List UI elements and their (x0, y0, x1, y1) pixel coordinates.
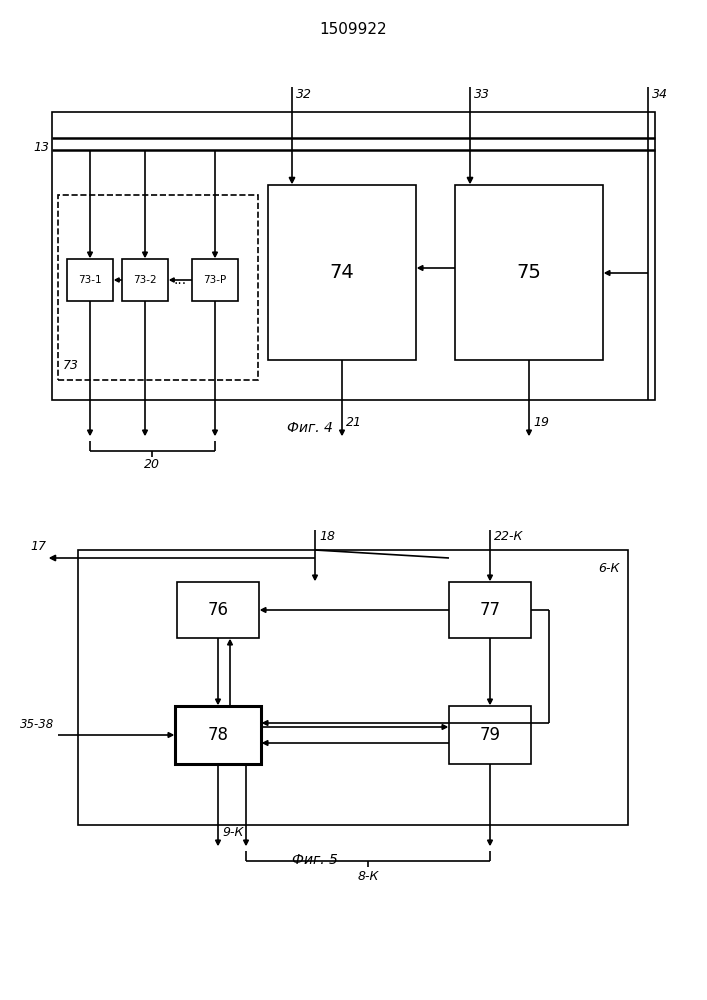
Bar (78, 550, 628, 825)
Polygon shape (50, 555, 56, 561)
Text: Фиг. 5: Фиг. 5 (292, 853, 338, 867)
Polygon shape (168, 733, 173, 737)
Bar (192, 259, 238, 301)
Text: 20: 20 (144, 458, 160, 472)
Polygon shape (143, 430, 148, 435)
Text: 21: 21 (346, 416, 362, 430)
Text: 6-К: 6-К (599, 562, 620, 575)
Text: 18: 18 (319, 530, 335, 542)
Polygon shape (312, 575, 317, 580)
Text: 17: 17 (30, 540, 46, 552)
Text: Фиг. 4: Фиг. 4 (287, 421, 333, 435)
Polygon shape (261, 608, 266, 612)
Text: 77: 77 (479, 601, 501, 619)
Text: 73-Р: 73-Р (204, 275, 227, 285)
Text: 9-К: 9-К (222, 826, 243, 840)
Bar (67, 259, 113, 301)
Polygon shape (216, 840, 221, 845)
Polygon shape (88, 252, 93, 257)
Text: 74: 74 (329, 263, 354, 282)
Polygon shape (418, 266, 423, 270)
Polygon shape (488, 575, 493, 580)
Text: 73-1: 73-1 (78, 275, 102, 285)
Polygon shape (216, 699, 221, 704)
Text: 35-38: 35-38 (20, 718, 54, 732)
Polygon shape (605, 271, 610, 275)
Bar (268, 185, 416, 360)
Polygon shape (213, 430, 218, 435)
Text: 76: 76 (207, 601, 228, 619)
Bar (449, 582, 531, 638)
Bar (52, 112, 655, 400)
Polygon shape (467, 177, 473, 183)
Polygon shape (488, 840, 493, 845)
Polygon shape (527, 430, 532, 435)
Text: 1509922: 1509922 (319, 22, 387, 37)
Text: 78: 78 (207, 726, 228, 744)
Text: 22-К: 22-К (494, 530, 523, 542)
Polygon shape (115, 278, 119, 282)
Text: 32: 32 (296, 88, 312, 101)
Polygon shape (442, 725, 447, 729)
Text: 79: 79 (479, 726, 501, 744)
Text: 73: 73 (63, 359, 79, 372)
Bar (58, 195, 258, 380)
Text: 73-2: 73-2 (133, 275, 157, 285)
Polygon shape (339, 430, 344, 435)
Polygon shape (243, 840, 248, 845)
Bar (122, 259, 168, 301)
Text: ...: ... (173, 273, 187, 287)
Polygon shape (143, 252, 148, 257)
Bar (177, 582, 259, 638)
Polygon shape (213, 252, 218, 257)
Polygon shape (228, 640, 233, 645)
Polygon shape (88, 430, 93, 435)
Polygon shape (170, 278, 174, 282)
Text: 13: 13 (33, 141, 49, 154)
Polygon shape (289, 177, 295, 183)
Bar (455, 185, 603, 360)
Text: 8-К: 8-К (357, 869, 379, 882)
Polygon shape (263, 721, 268, 725)
Polygon shape (263, 741, 268, 745)
Text: 33: 33 (474, 88, 490, 101)
Bar (449, 706, 531, 764)
Text: 19: 19 (533, 416, 549, 430)
Text: 34: 34 (652, 88, 668, 101)
Text: 75: 75 (517, 263, 542, 282)
Polygon shape (488, 699, 493, 704)
Bar (175, 706, 261, 764)
